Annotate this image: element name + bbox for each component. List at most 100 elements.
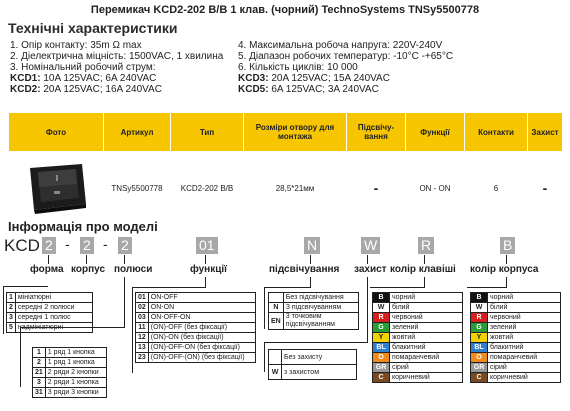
label-polyusy: полюси xyxy=(114,264,153,275)
func-code: 01 xyxy=(135,292,149,303)
body-color-code: GR xyxy=(470,362,488,373)
label-kolir-korp: колір корпуса xyxy=(470,264,539,275)
specs-heading: Технічні характеристики xyxy=(8,20,178,36)
cell-size: 28,5*21мм xyxy=(243,151,347,225)
spec-key: KCD5: xyxy=(238,84,269,95)
key-color-text: коричневий xyxy=(389,372,463,383)
label-kolir-klav: колір клавіші xyxy=(390,264,456,275)
spec-line: 5. Діапазон робочих температур: -10°C -+… xyxy=(238,51,454,62)
body-color-text: помаранчевий xyxy=(487,352,561,363)
pidsv-code xyxy=(268,292,284,303)
pidsv-text: 3 точковим підсвічуванням xyxy=(282,312,359,330)
spec-key: KCD2: xyxy=(10,84,41,95)
key-color-code: C xyxy=(372,372,390,383)
key-color-code: GR xyxy=(372,362,390,373)
key-color-text: червоний xyxy=(389,312,463,323)
forma-code: 5 xyxy=(6,322,16,333)
model-heading: Інформація про моделі xyxy=(8,219,158,234)
func-text: (ON)-OFF (без фіксації) xyxy=(147,322,256,333)
code-korpus: 2 xyxy=(80,237,94,254)
cell-article: TNSy5500778 xyxy=(103,151,171,225)
spec-line: 6. Кількість циклів: 10 000 xyxy=(238,62,358,73)
body-color-text: жовтий xyxy=(487,332,561,343)
pidsv-text: Без підсвічування xyxy=(282,292,359,303)
code-dash: - xyxy=(65,236,70,252)
label-funktsii: функції xyxy=(190,264,227,275)
body-color-text: білий xyxy=(487,302,561,313)
zahyst-code: W xyxy=(268,364,282,380)
funktsii-table: 01 ON-OFF 02 ON-ON 03 ON-OFF-ON 11 (ON)-OFF … xyxy=(135,292,256,363)
spec-line: 3. Номінальний робочий струм: xyxy=(10,62,156,73)
body-color-row: GR сірий xyxy=(470,362,561,373)
ryady-code: 31 xyxy=(32,387,46,398)
code-funktsii: 01 xyxy=(196,237,218,254)
cell-type: KCD2-202 B/B xyxy=(170,151,244,225)
body-color-code: Y xyxy=(470,332,488,343)
pidsv-code: EN xyxy=(268,312,284,330)
code-dash: - xyxy=(103,236,108,252)
spec-val: 20A 125VAC; 15A 240VAC xyxy=(268,73,390,84)
th-type: Тип xyxy=(170,112,244,152)
forma-text: мініатюрні xyxy=(14,292,93,303)
code-kolir-klav: R xyxy=(418,237,435,254)
key-color-code: G xyxy=(372,322,390,333)
body-color-text: коричневий xyxy=(487,372,561,383)
func-text: (ON)-OFF-(ON) (без фіксації) xyxy=(147,352,256,363)
product-photo xyxy=(8,151,104,225)
key-color-code: W xyxy=(372,302,390,313)
func-code: 13 xyxy=(135,342,149,353)
func-text: ON-OFF xyxy=(147,292,256,303)
specs-left: 1. Опір контакту: 35m Ω max 2. Діелектри… xyxy=(10,40,223,95)
page-title: Перемикач KCD2-202 B/B 1 клав. (чорний) … xyxy=(90,4,480,16)
ryady-text: 1 ряд 1 кнопка xyxy=(44,347,107,358)
th-backlight: Підсвічу-вання xyxy=(346,112,406,152)
code-polyusy: 2 xyxy=(118,237,132,254)
rocker-switch-image xyxy=(30,164,86,214)
spec-val: 6A 125VAC; 3A 240VAC xyxy=(268,84,379,95)
func-code: 12 xyxy=(135,332,149,343)
ryady-text: 2 ряди 2 кнопки xyxy=(44,367,107,378)
func-text: (ON)-ON (без фіксації) xyxy=(147,332,256,343)
pidsv-code: N xyxy=(268,302,284,313)
code-zahyst: W xyxy=(361,237,381,254)
body-color-code: W xyxy=(470,302,488,313)
label-zahyst: захист xyxy=(354,264,387,275)
body-color-text: чорний xyxy=(487,292,561,303)
zahyst-text: Без захисту xyxy=(281,349,357,365)
spec-val: 20A 125VAC; 16A 240VAC xyxy=(40,84,162,95)
th-article: Артикул xyxy=(103,112,171,152)
func-text: ON-ON xyxy=(147,302,256,313)
body-color-row: BL блакитний xyxy=(470,342,561,353)
cell-backlight: - xyxy=(346,151,406,225)
product-table: Фото Артикул Тип Розміри отвору для монт… xyxy=(8,112,563,225)
body-color-code: R xyxy=(470,312,488,323)
ryady-code: 3 xyxy=(32,377,46,388)
key-color-code: O xyxy=(372,352,390,363)
body-color-code: O xyxy=(470,352,488,363)
th-contacts: Контакти xyxy=(464,112,528,152)
spec-key: KCD3: xyxy=(238,73,269,84)
forma-code: 3 xyxy=(6,312,16,323)
key-color-code: Y xyxy=(372,332,390,343)
key-color-text: білий xyxy=(389,302,463,313)
ryady-text: 1 ряд 1 кнопка xyxy=(44,357,107,368)
cell-contacts: 6 xyxy=(464,151,528,225)
func-code: 02 xyxy=(135,302,149,313)
code-kolir-korp: B xyxy=(500,237,516,254)
model-prefix: KCD xyxy=(4,236,40,255)
forma-text: середні 2 полюси xyxy=(14,302,93,313)
label-forma: форма xyxy=(30,264,64,275)
